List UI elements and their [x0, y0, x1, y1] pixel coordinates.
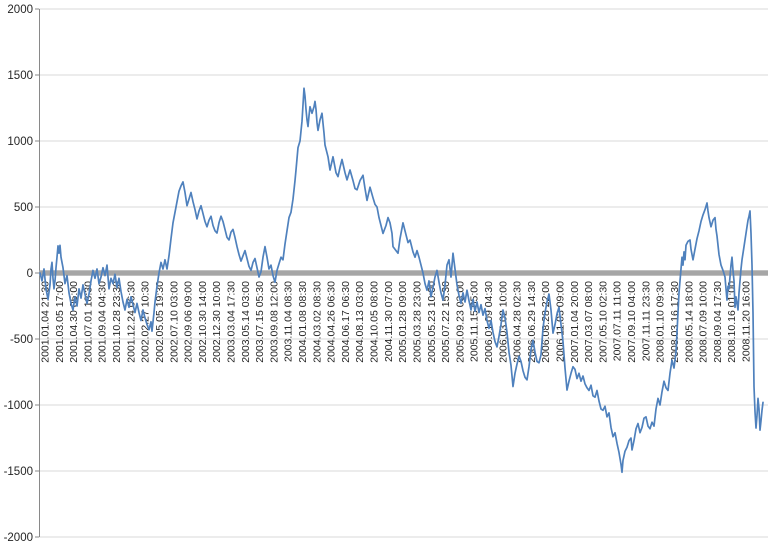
- x-tick-label: 2001.09.04 04:30: [97, 281, 109, 363]
- y-tick-label: 500: [14, 202, 33, 214]
- x-tick-label: 2002.09.06 09:00: [183, 281, 195, 363]
- x-tick-label: 2004.01.08 08:30: [297, 281, 309, 363]
- x-tick-label: 2001.01.04 21:30: [40, 281, 52, 363]
- x-tick-label: 2003.07.15 05:30: [254, 281, 266, 363]
- x-tick-label: 2008.05.14 18:00: [683, 281, 695, 363]
- y-tick-label: -2000: [4, 532, 33, 544]
- x-tick-label: 2005.03.28 23:00: [411, 281, 423, 363]
- x-tick-label: 2007.01.04 20:00: [569, 281, 581, 363]
- x-tick-label: 2002.07.10 03:00: [168, 281, 180, 363]
- x-tick-label: 2008.09.04 17:30: [712, 281, 724, 363]
- x-tick-label: 2003.05.14 03:00: [240, 281, 252, 363]
- y-tick-label: -500: [10, 334, 33, 346]
- x-tick-label: 2004.08.13 03:00: [354, 281, 366, 363]
- x-tick-label: 2008.11.20 16:00: [740, 281, 752, 362]
- x-tick-label: 2006.06.29 14:30: [526, 281, 538, 363]
- x-tick-label: 2003.03.04 17:30: [225, 281, 237, 363]
- x-tick-label: 2005.09.23 03:00: [454, 281, 466, 363]
- x-tick-label: 2005.01.28 09:00: [397, 281, 409, 363]
- x-tick-label: 2006.01.09 04:30: [483, 281, 495, 363]
- x-tick-label: 2001.10.28 23:30: [111, 281, 123, 363]
- x-tick-label: 2004.03.02 08:30: [311, 281, 323, 363]
- x-tick-label: 2006.04.28 02:30: [512, 281, 524, 363]
- x-tick-label: 2004.11.30 07:00: [383, 281, 395, 362]
- x-tick-label: 2008.01.10 09:30: [655, 281, 667, 363]
- y-tick-label: 1000: [7, 136, 33, 148]
- y-tick-label: -1500: [4, 466, 33, 478]
- y-tick-label: 1500: [7, 70, 33, 82]
- x-tick-label: 2002.10.30 14:00: [197, 281, 209, 363]
- x-tick-label: 2006.03.02 10:00: [497, 281, 509, 363]
- x-tick-label: 2004.10.05 08:00: [369, 281, 381, 363]
- y-tick-label: 0: [27, 268, 33, 280]
- y-tick-label: -1000: [4, 400, 33, 412]
- series-line-balance: [39, 87, 764, 474]
- x-tick-label: 2007.05.10 02:30: [597, 281, 609, 363]
- x-tick-label: 2005.07.22 15:30: [440, 281, 452, 363]
- y-tick-label: 2000: [7, 4, 33, 16]
- x-axis-zero-bar: [39, 270, 768, 276]
- x-tick-label: 2007.09.10 04:00: [626, 281, 638, 363]
- x-tick-label: 2008.07.09 10:00: [698, 281, 710, 363]
- x-tick-label: 2005.05.23 10:00: [426, 281, 438, 363]
- x-tick-label: 2007.03.07 08:00: [583, 281, 595, 363]
- x-tick-label: 2004.04.26 06:30: [326, 281, 338, 363]
- x-tick-label: 2005.11.15 05:00: [469, 281, 481, 362]
- x-tick-label: 2007.07.11 11:00: [612, 281, 624, 361]
- x-tick-label: 2001.12.24 06:30: [125, 281, 137, 363]
- x-tick-label: 2004.06.17 06:30: [340, 281, 352, 363]
- x-tick-label: 2001.07.01 18:30: [82, 281, 94, 363]
- x-tick-label: 2003.09.08 12:00: [268, 281, 280, 363]
- x-tick-label: 2001.03.05 17:00: [54, 281, 66, 363]
- x-tick-label: 2002.05.05 19:30: [154, 281, 166, 363]
- x-tick-label: 2003.11.04 08:30: [283, 281, 295, 362]
- x-tick-label: 2002.12.30 10:00: [211, 281, 223, 363]
- x-tick-label: 2007.11.11 23:30: [640, 281, 652, 361]
